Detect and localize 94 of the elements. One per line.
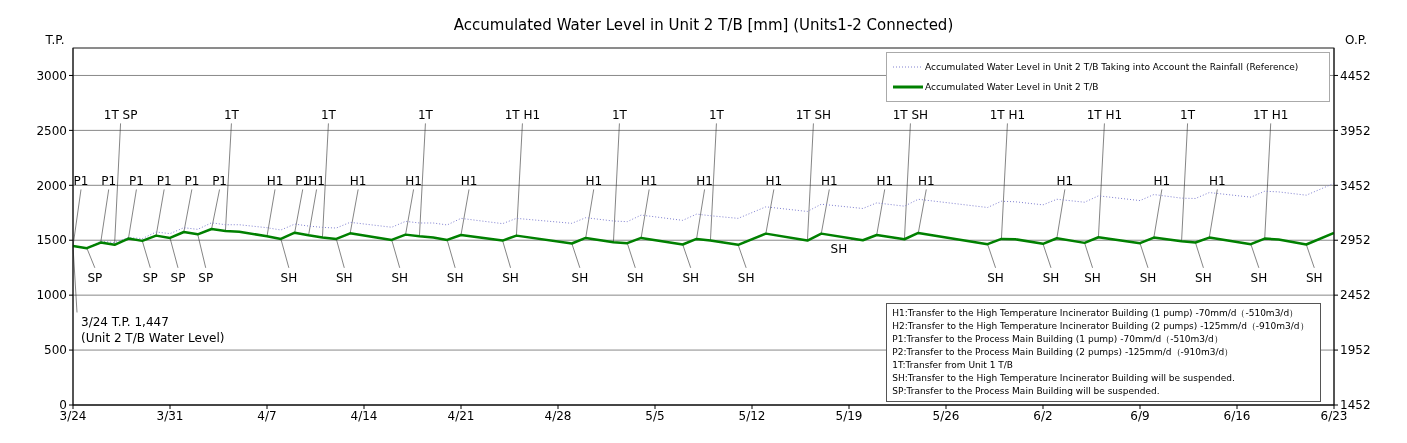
annotation: SH [830,242,848,257]
annotation: SH [626,270,644,285]
x-tick-label: 6/16 [1223,408,1251,423]
x-tick-label: 6/2 [1033,408,1053,423]
x-tick-label: 5/26 [932,408,960,423]
y-tick-label: 2000 [36,178,67,193]
y2-tick-label: 2452 [1340,288,1371,303]
annotation: H1 [460,174,478,189]
annotation: SH [1042,270,1060,285]
annotation: H1 [917,174,935,189]
x-tick-label: 6/23 [1320,408,1348,423]
annotation: H1 [765,174,783,189]
y-tick-label: 500 [44,343,67,358]
annotation: 1T:Transfer from Unit 1 T/B [892,359,1014,373]
annotation: H1 [405,174,422,189]
annotation: H1 [696,174,713,189]
x-tick-label: 4/7 [257,408,277,423]
x-tick-label: 3/31 [156,408,184,423]
annotation: 1T [611,108,628,123]
annotation: H1 [640,174,658,189]
annotation: H1 [1153,174,1171,189]
annotation: SH [391,270,409,285]
annotation: SH [682,270,700,285]
y2-tick-label: 3452 [1340,178,1371,193]
y-tick-label: 2500 [36,123,67,138]
annotation: 1T [708,108,725,123]
x-tick-label: 4/14 [350,408,378,423]
annotation: 1T [320,108,337,123]
annotation: 1T H1 [989,108,1026,123]
annotation: P1 [156,174,172,189]
annotation: 1T SH [892,108,929,123]
annotation: 1T [1180,108,1196,123]
annotation: H1:Transfer to the High Temperature Incinerator Building (1 pump) -70mm/d（-510m3/d） [892,307,1300,321]
x-tick-label: 4/21 [447,408,475,423]
x-tick-label: 6/9 [1130,408,1150,423]
annotation: SH [571,270,589,285]
annotation: SH:Transfer to the High Temperature Incinerator Building will be suspended. [892,372,1236,386]
annotation: SP [142,270,158,285]
annotation: 1T H1 [1253,108,1289,123]
annotation: P1 [184,174,200,189]
x-tick-label: 4/28 [544,408,572,423]
annotation: P1 [128,174,144,189]
y-tick-label: 1000 [36,288,67,303]
annotation: SP [198,270,214,285]
y-tick-label: 1500 [36,233,67,248]
y2-tick-label: 1952 [1340,343,1371,358]
y-tick-label: 3000 [36,68,67,83]
x-tick-label: 3/24 [59,408,87,423]
annotation: H1 [266,174,284,189]
annotation: SP:Transfer to the Process Main Building will be suspended. [892,385,1161,399]
annotation: SH [280,270,298,285]
annotation: 1T [223,108,240,123]
y2-axis-title: O.P. [1345,33,1367,47]
annotation: SH [1139,270,1157,285]
annotation: SP [87,270,103,285]
annotation: 1T SP [103,108,138,123]
annotation: SH [502,270,519,285]
annotation: SH [1084,270,1101,285]
annotation: 1T H1 [504,108,541,123]
annotation: SP [170,270,186,285]
annotation: H1 [820,174,838,189]
annotation: H1 [1208,174,1226,189]
annotation: P2:Transfer to the Process Main Building (2 pumps) -125mm/d（-910m3/d） [892,346,1235,360]
annotation: P1 [212,174,228,189]
annotation: P1 [73,174,89,189]
annotation: 1T H1 [1086,108,1123,123]
annotation: SH [1305,270,1323,285]
y-axis-title: T.P. [44,33,65,47]
y2-tick-label: 3952 [1340,123,1371,138]
y2-tick-label: 4452 [1340,68,1371,83]
legend-label: Accumulated Water Level in Unit 2 T/B [925,82,1099,92]
annotation: SH [335,270,353,285]
annotation: H2:Transfer to the High Temperature Incinerator Building (2 pumps) -125mm/d（-910m3/d） [892,320,1310,334]
annotation: SH [987,270,1004,285]
y2-tick-label: 2952 [1340,233,1371,248]
x-tick-label: 5/12 [738,408,766,423]
annotation: SH [446,270,464,285]
chart-title: Accumulated Water Level in Unit 2 T/B [mm] (Units1-2 Connected) [453,16,954,34]
annotation: SH [737,270,755,285]
annotation: SH [1195,270,1212,285]
annotation: 3/24 T.P. 1,447 (Unit 2 T/B Water Level) [81,315,225,346]
x-tick-label: 5/5 [645,408,665,423]
annotation: H1 [585,174,603,189]
x-tick-label: 5/19 [835,408,863,423]
annotation: SH [1250,270,1268,285]
annotation: H1 [349,174,367,189]
annotation: H1 [1056,174,1074,189]
annotation: P1:Transfer to the Process Main Building (1 pump) -70mm/d（-510m3/d） [892,333,1224,347]
annotation: 1T [417,108,434,123]
annotation: 1T SH [795,108,832,123]
annotation: P1 [101,174,117,189]
annotation: H1 [308,174,325,189]
legend-label: Accumulated Water Level in Unit 2 T/B Taking into Account the Rainfall (Reference) [925,62,1299,72]
annotation: H1 [876,174,894,189]
